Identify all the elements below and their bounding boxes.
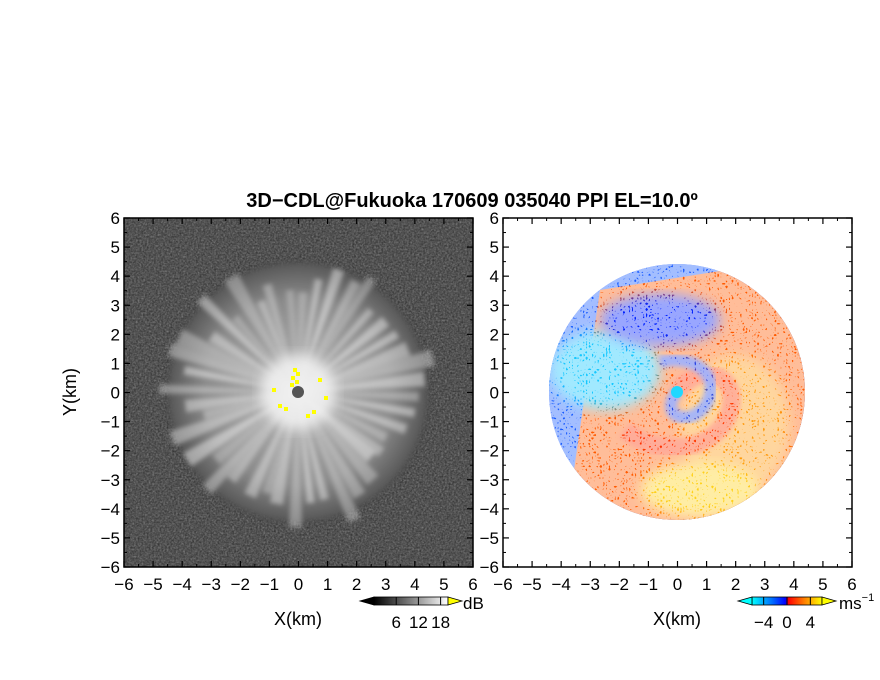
left-y-tick-label: 3 <box>111 296 120 315</box>
left-yellow-speckle <box>324 396 328 400</box>
right-colorbar-unit-exponent: −1 <box>862 592 875 604</box>
right-y-tick-label: −3 <box>480 471 499 490</box>
left-x-tick-label: 2 <box>352 575 361 594</box>
left-colorbar-tick-label: 18 <box>431 613 450 632</box>
right-ticks: −6 −5 −4 −3 −2 −1 0 1 2 3 4 5 6 6 5 4 3 2 1 0 −1 −2 −3 −4 −5 −6 <box>480 209 857 594</box>
left-y-tick-label: −2 <box>101 442 120 461</box>
left-y-tick-label: −1 <box>101 413 120 432</box>
left-yellow-speckle <box>293 368 297 372</box>
right-y-tick-label: 1 <box>490 354 499 373</box>
left-yellow-speckle <box>295 380 299 384</box>
right-x-tick-label: −4 <box>551 575 570 594</box>
right-y-tick-label: 6 <box>490 209 499 228</box>
left-y-tick-label: 6 <box>111 209 120 228</box>
left-yellow-speckle <box>278 404 282 408</box>
left-x-tick-label: 6 <box>468 575 477 594</box>
right-x-tick-label: −2 <box>610 575 629 594</box>
left-y-tick-label: 2 <box>111 325 120 344</box>
left-plot-area <box>124 218 473 567</box>
left-x-tick-label: 0 <box>294 575 303 594</box>
left-x-tick-label: 1 <box>323 575 332 594</box>
left-x-tick-label: 4 <box>410 575 419 594</box>
right-x-tick-label: −6 <box>493 575 512 594</box>
right-colorbar-tick-label: 0 <box>782 613 791 632</box>
left-x-tick-label: −4 <box>172 575 191 594</box>
left-colorbar-tick-label: 6 <box>391 613 400 632</box>
left-x-tick-label: 5 <box>439 575 448 594</box>
left-x-tick-label: 3 <box>381 575 390 594</box>
right-y-tick-label: 5 <box>490 238 499 257</box>
right-colorbar: −4 0 4 ms−1 <box>736 592 874 632</box>
right-x-axis-label: X(km) <box>653 609 701 629</box>
left-y-tick-label: −5 <box>101 529 120 548</box>
right-x-tick-label: 4 <box>789 575 798 594</box>
left-yellow-speckle <box>291 376 295 380</box>
left-yellow-speckle <box>306 414 310 418</box>
left-y-tick-label: −6 <box>101 558 120 577</box>
right-x-tick-label: 6 <box>847 575 856 594</box>
left-y-tick-label: −4 <box>101 500 120 519</box>
right-colorbar-min-arrow <box>736 596 753 606</box>
right-y-tick-label: −6 <box>480 558 499 577</box>
left-colorbar: 6 12 18 dB <box>358 594 484 632</box>
left-x-tick-label: −6 <box>114 575 133 594</box>
left-yellow-speckle <box>318 378 322 382</box>
right-x-tick-label: 1 <box>702 575 711 594</box>
right-x-tick-label: 0 <box>673 575 682 594</box>
left-colorbar-min-arrow <box>358 596 375 606</box>
left-colorbar-bar <box>373 596 449 606</box>
right-y-tick-label: 2 <box>490 325 499 344</box>
left-y-tick-label: 0 <box>111 384 120 403</box>
left-colorbar-tick-label: 12 <box>409 613 428 632</box>
left-colorbar-ticks: 6 12 18 <box>391 597 450 632</box>
left-x-axis-label: X(km) <box>274 609 322 629</box>
right-x-tick-label: 2 <box>731 575 740 594</box>
right-y-tick-label: 3 <box>490 296 499 315</box>
left-x-tick-label: −5 <box>143 575 162 594</box>
left-yellow-speckle <box>290 383 294 387</box>
left-y-tick-label: 5 <box>111 238 120 257</box>
right-x-tick-label: 5 <box>818 575 827 594</box>
right-colorbar-tick-label: 4 <box>806 613 815 632</box>
right-center-marker <box>671 386 683 398</box>
left-colorbar-unit: dB <box>463 594 484 613</box>
left-y-axis-label: Y(km) <box>60 368 80 416</box>
right-colorbar-unit: ms−1 <box>839 592 874 613</box>
right-x-tick-label: −3 <box>581 575 600 594</box>
left-yellow-speckle <box>296 372 300 376</box>
left-x-tick-label: −2 <box>231 575 250 594</box>
right-y-tick-label: −2 <box>480 442 499 461</box>
left-yellow-speckle <box>312 410 316 414</box>
right-plot-area <box>503 218 852 567</box>
left-yellow-speckles <box>272 368 328 418</box>
left-center-marker <box>292 386 304 398</box>
left-x-tick-label: −1 <box>260 575 279 594</box>
right-y-tick-label: 4 <box>490 267 499 286</box>
chart-title: 3D−CDL@Fukuoka 170609 035040 PPI EL=10.0… <box>246 190 698 212</box>
right-y-tick-label: 0 <box>490 384 499 403</box>
right-x-tick-label: −1 <box>639 575 658 594</box>
left-yellow-speckle <box>284 407 288 411</box>
right-x-tick-label: −5 <box>522 575 541 594</box>
right-colorbar-tick-label: −4 <box>754 613 773 632</box>
left-colorbar-max-arrow <box>447 596 464 606</box>
right-x-tick-label: 3 <box>760 575 769 594</box>
left-y-tick-label: 1 <box>111 354 120 373</box>
right-y-tick-label: −1 <box>480 413 499 432</box>
right-colorbar-max-arrow <box>821 596 838 606</box>
right-y-tick-label: −5 <box>480 529 499 548</box>
left-y-tick-label: −3 <box>101 471 120 490</box>
left-y-tick-label: 4 <box>111 267 120 286</box>
left-yellow-speckle <box>272 388 276 392</box>
left-ticks: −6 −5 −4 −3 −2 −1 0 1 2 3 4 5 6 6 5 4 3 2 1 0 −1 −2 −3 −4 −5 −6 <box>101 209 478 594</box>
right-colorbar-unit-base: ms <box>839 594 862 613</box>
right-colorbar-ticks: −4 0 4 <box>754 597 815 632</box>
left-x-tick-label: −3 <box>202 575 221 594</box>
right-y-tick-label: −4 <box>480 500 499 519</box>
